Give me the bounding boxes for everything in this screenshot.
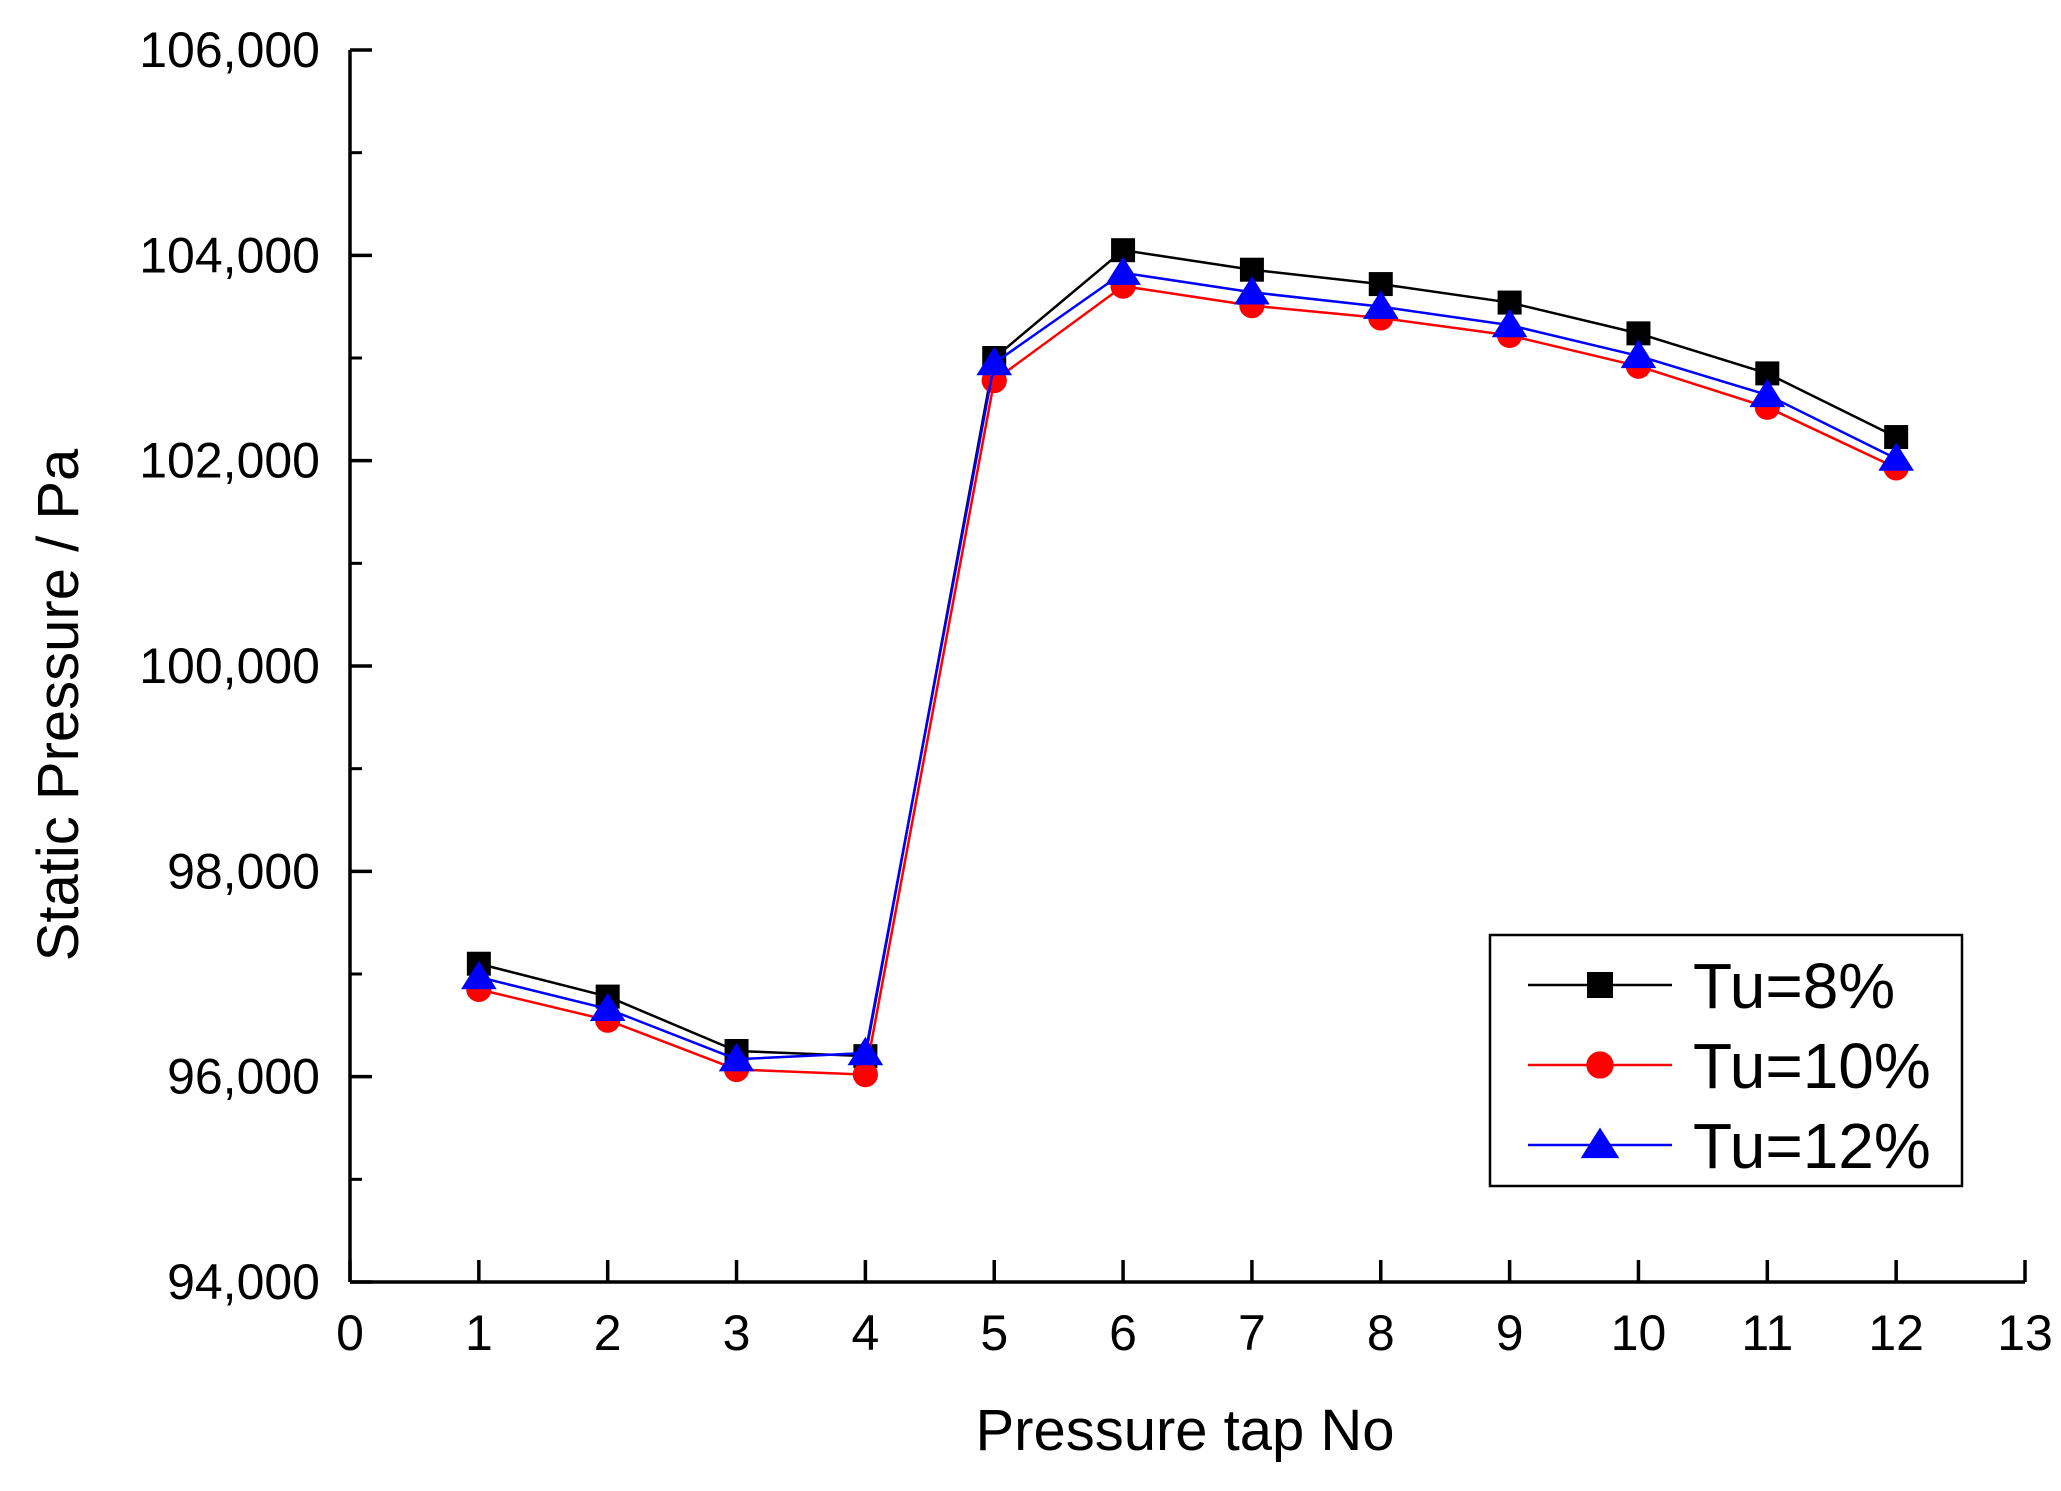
y-tick-label: 94,000 bbox=[167, 1254, 320, 1310]
data-point bbox=[461, 960, 497, 990]
series-line bbox=[478, 284, 1897, 1076]
series-3 bbox=[461, 256, 1914, 1072]
x-tick-label: 11 bbox=[1741, 1305, 1793, 1361]
data-point bbox=[1749, 378, 1786, 408]
x-tick-label: 3 bbox=[723, 1305, 751, 1361]
x-tick-label: 9 bbox=[1496, 1305, 1524, 1361]
y-axis-title: Static Pressure / Pa bbox=[26, 448, 91, 961]
x-axis-title: Pressure tap No bbox=[975, 1398, 1394, 1463]
y-tick-label: 104,000 bbox=[139, 227, 320, 283]
x-tick-label: 13 bbox=[1997, 1305, 2053, 1361]
x-tick-label: 12 bbox=[1868, 1305, 1924, 1361]
x-tick-label: 10 bbox=[1611, 1305, 1667, 1361]
data-point bbox=[847, 1036, 884, 1066]
x-tick-label: 7 bbox=[1238, 1305, 1266, 1361]
legend-label: Tu=12% bbox=[1693, 1110, 1931, 1182]
legend-marker bbox=[1580, 1127, 1620, 1159]
x-tick-label: 0 bbox=[336, 1305, 364, 1361]
data-point bbox=[1620, 339, 1657, 369]
series-layer bbox=[461, 238, 1914, 1088]
y-tick-label: 102,000 bbox=[139, 433, 320, 489]
legend-label: Tu=8% bbox=[1693, 950, 1895, 1022]
data-point bbox=[1362, 290, 1399, 319]
data-point bbox=[589, 992, 626, 1022]
y-tick-label: 106,000 bbox=[139, 22, 320, 78]
data-point bbox=[852, 1062, 878, 1088]
legend-label: Tu=10% bbox=[1693, 1030, 1931, 1102]
x-tick-label: 4 bbox=[851, 1305, 879, 1361]
y-tick-label: 100,000 bbox=[139, 638, 320, 694]
legend: Tu=8% Tu=10% Tu=12% bbox=[1488, 933, 1964, 1188]
axes: 94,000 96,000 98,000 100,000 102,000 104,000 1… bbox=[139, 22, 2053, 1361]
legend-marker bbox=[1586, 1051, 1614, 1079]
data-point bbox=[1105, 256, 1141, 285]
data-point bbox=[1234, 276, 1270, 305]
x-tick-label: 2 bbox=[594, 1305, 622, 1361]
series-line bbox=[478, 271, 1897, 1061]
data-point bbox=[1878, 442, 1914, 471]
series-line bbox=[478, 248, 1897, 1058]
x-tick-label: 6 bbox=[1109, 1305, 1137, 1361]
x-tick-label: 8 bbox=[1367, 1305, 1395, 1361]
data-point bbox=[976, 346, 1013, 376]
x-tick-label: 1 bbox=[465, 1305, 493, 1361]
data-point bbox=[1491, 308, 1528, 338]
x-tick-label: 5 bbox=[980, 1305, 1008, 1361]
y-tick-label: 96,000 bbox=[167, 1049, 320, 1105]
y-tick-label: 98,000 bbox=[167, 843, 320, 899]
legend-marker bbox=[1587, 972, 1613, 998]
data-point bbox=[718, 1043, 755, 1072]
